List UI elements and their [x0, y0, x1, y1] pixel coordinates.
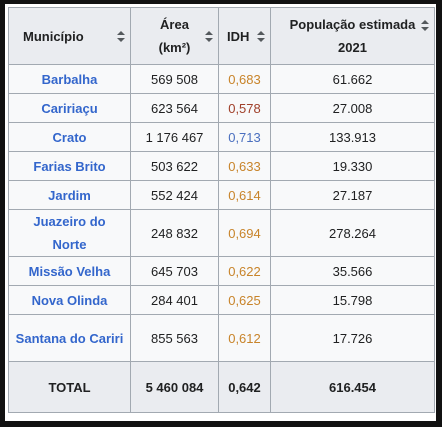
municipio-link[interactable]: Caririaçu	[8, 93, 131, 123]
area-cell: 503 622	[130, 151, 219, 181]
idh-cell: 0,612	[218, 314, 271, 362]
area-cell: 284 401	[130, 285, 219, 315]
table-row: Caririaçu 623 564 0,578 27.008	[8, 93, 435, 123]
populacao-cell: 27.187	[270, 180, 435, 210]
column-header-label: População estimada 2021	[289, 17, 416, 55]
content-area: Município Área (km²) IDH População estim…	[5, 4, 436, 421]
total-row: TOTAL 5 460 084 0,642 616.454	[8, 361, 435, 413]
populacao-cell: 17.726	[270, 314, 435, 362]
populacao-cell: 278.264	[270, 209, 435, 257]
header-row: Município Área (km²) IDH População estim…	[8, 7, 435, 65]
municipio-link[interactable]: Barbalha	[8, 64, 131, 94]
idh-cell: 0,694	[218, 209, 271, 257]
municipio-link[interactable]: Nova Olinda	[8, 285, 131, 315]
column-header-label: Município	[23, 28, 84, 44]
area-cell: 855 563	[130, 314, 219, 362]
municipio-link[interactable]: Juazeiro do Norte	[8, 209, 131, 257]
table-row: Barbalha 569 508 0,683 61.662	[8, 64, 435, 94]
municipio-link[interactable]: Missão Velha	[8, 256, 131, 286]
table-row: Farias Brito 503 622 0,633 19.330	[8, 151, 435, 181]
area-cell: 645 703	[130, 256, 219, 286]
table-row: Juazeiro do Norte 248 832 0,694 278.264	[8, 209, 435, 257]
municipio-link[interactable]: Santana do Cariri	[8, 314, 131, 362]
sort-icon[interactable]	[205, 31, 213, 42]
populacao-cell: 15.798	[270, 285, 435, 315]
table-row: Crato 1 176 467 0,713 133.913	[8, 122, 435, 152]
idh-cell: 0,683	[218, 64, 271, 94]
table-body: Barbalha 569 508 0,683 61.662 Caririaçu 623 5…	[8, 64, 435, 362]
area-cell: 623 564	[130, 93, 219, 123]
column-header-populacao[interactable]: População estimada 2021	[270, 7, 435, 65]
populacao-cell: 27.008	[270, 93, 435, 123]
total-populacao: 616.454	[270, 361, 435, 413]
column-header-idh[interactable]: IDH	[218, 7, 271, 65]
sort-icon[interactable]	[421, 19, 429, 31]
idh-cell: 0,625	[218, 285, 271, 315]
idh-cell: 0,614	[218, 180, 271, 210]
idh-cell: 0,633	[218, 151, 271, 181]
municipio-link[interactable]: Crato	[8, 122, 131, 152]
total-area: 5 460 084	[130, 361, 219, 413]
table-row: Nova Olinda 284 401 0,625 15.798	[8, 285, 435, 315]
idh-cell: 0,622	[218, 256, 271, 286]
column-header-label: Área (km²)	[158, 17, 191, 55]
area-cell: 248 832	[130, 209, 219, 257]
table-row: Missão Velha 645 703 0,622 35.566	[8, 256, 435, 286]
populacao-cell: 61.662	[270, 64, 435, 94]
table-row: Jardim 552 424 0,614 27.187	[8, 180, 435, 210]
total-label: TOTAL	[8, 361, 131, 413]
populacao-cell: 35.566	[270, 256, 435, 286]
sort-icon[interactable]	[257, 31, 265, 42]
area-cell: 552 424	[130, 180, 219, 210]
municipio-link[interactable]: Jardim	[8, 180, 131, 210]
area-cell: 1 176 467	[130, 122, 219, 152]
column-header-label: IDH	[227, 28, 250, 44]
idh-cell: 0,713	[218, 122, 271, 152]
column-header-area[interactable]: Área (km²)	[130, 7, 219, 65]
table-footer: TOTAL 5 460 084 0,642 616.454	[8, 361, 435, 413]
idh-cell: 0,578	[218, 93, 271, 123]
municipalities-table: Município Área (km²) IDH População estim…	[8, 7, 435, 413]
municipio-link[interactable]: Farias Brito	[8, 151, 131, 181]
column-header-municipio[interactable]: Município	[8, 7, 131, 65]
populacao-cell: 19.330	[270, 151, 435, 181]
total-idh: 0,642	[218, 361, 271, 413]
area-cell: 569 508	[130, 64, 219, 94]
sort-icon[interactable]	[117, 31, 125, 42]
table-row: Santana do Cariri 855 563 0,612 17.726	[8, 314, 435, 362]
table-header: Município Área (km²) IDH População estim…	[8, 7, 435, 65]
populacao-cell: 133.913	[270, 122, 435, 152]
